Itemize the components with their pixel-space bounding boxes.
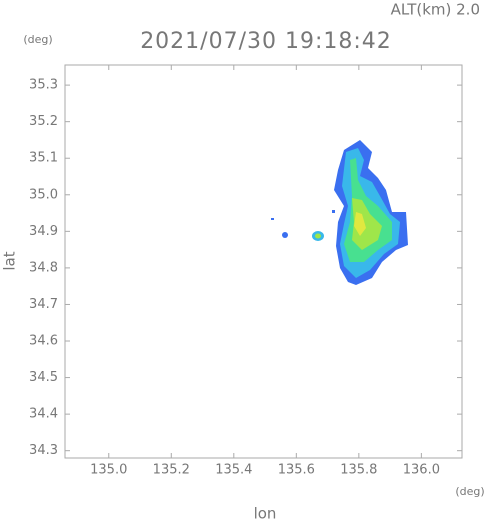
y-tick-label: 34.3 xyxy=(29,443,58,458)
y-tick-label: 34.8 xyxy=(29,260,58,275)
chart-title: 2021/07/30 19:18:42 xyxy=(140,29,392,54)
y-tick-label: 35.0 xyxy=(29,187,58,202)
altitude-label: ALT(km) 2.0 xyxy=(391,1,480,19)
y-tick-label: 34.5 xyxy=(29,370,58,385)
x-axis-label: lon xyxy=(254,505,277,521)
radar-echo xyxy=(271,140,408,285)
x-tick-label: 135.0 xyxy=(90,463,127,478)
y-tick-label: 35.3 xyxy=(29,78,58,93)
x-tick-label: 135.6 xyxy=(278,463,315,478)
x-tick-label: 135.4 xyxy=(215,463,252,478)
y-tick-label: 35.2 xyxy=(29,114,58,129)
x-unit: (deg) xyxy=(455,485,484,498)
plot-frame xyxy=(64,64,463,459)
y-tick-label: 34.7 xyxy=(29,297,58,312)
x-tick-label: 135.2 xyxy=(153,463,190,478)
y-unit: (deg) xyxy=(23,33,52,46)
y-tick-label: 35.1 xyxy=(29,151,58,166)
y-axis-label: lat xyxy=(1,251,19,270)
y-tick-label: 34.6 xyxy=(29,334,58,349)
y-tick-label: 34.4 xyxy=(29,407,58,422)
x-tick-label: 135.8 xyxy=(340,463,377,478)
x-tick-label: 136.0 xyxy=(403,463,440,478)
y-tick-label: 34.9 xyxy=(29,224,58,239)
